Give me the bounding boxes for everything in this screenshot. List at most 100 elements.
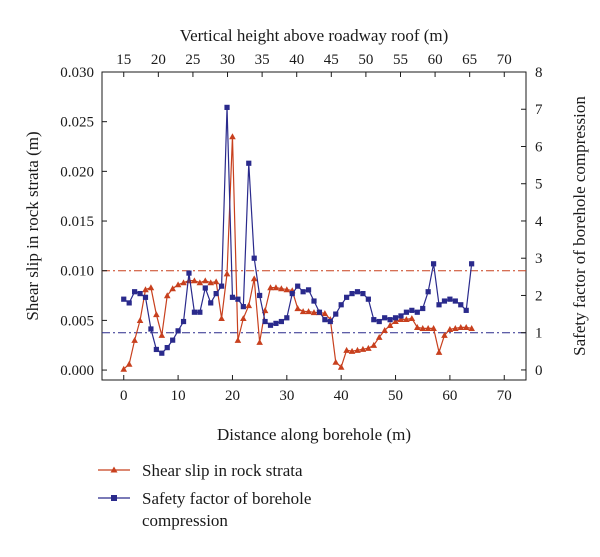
plot-frame <box>101 71 527 381</box>
series-1-point-2 <box>132 289 138 295</box>
series-0-point-39 <box>332 358 340 365</box>
series-1-point-57 <box>430 261 437 267</box>
series-1-point-38 <box>327 318 333 325</box>
series-0-point-19 <box>223 270 231 277</box>
series-1-point-42 <box>349 290 355 297</box>
series-0-point-5 <box>147 284 155 291</box>
series-0-point-11 <box>180 279 187 286</box>
series-0-point-43 <box>354 346 361 353</box>
series-1-point-48 <box>382 315 388 321</box>
y-left-tick-label-6: 0.030 <box>60 65 94 81</box>
series-0-point-4 <box>142 286 149 293</box>
series-1-point-17 <box>213 290 219 297</box>
series-0-point-42 <box>348 347 356 354</box>
series-0-point-9 <box>169 285 176 292</box>
series-0-point-17 <box>212 278 220 285</box>
series-0-point-61 <box>452 325 459 331</box>
series-1-point-50 <box>392 315 399 321</box>
y-right-tick-label-7: 7 <box>535 102 543 118</box>
series-line-1 <box>123 107 473 354</box>
x-bottom-tick-label-2: 20 <box>225 388 240 404</box>
series-1-point-9 <box>170 337 176 343</box>
x-top-tick-label-8: 55 <box>393 52 408 68</box>
series-1-point-45 <box>365 296 371 302</box>
x-top-tick-label-10: 65 <box>462 52 477 68</box>
series-0-point-37 <box>321 310 329 317</box>
series-0-point-58 <box>435 348 443 355</box>
series-0-point-6 <box>153 311 160 318</box>
legend-label-safety-factor-line1: Safety factor of borehole <box>142 489 311 508</box>
series-1-point-25 <box>257 292 263 299</box>
series-1-point-7 <box>159 350 165 356</box>
series-0-point-21 <box>234 336 242 343</box>
series-1-point-32 <box>295 283 301 289</box>
series-0-point-41 <box>343 346 350 353</box>
series-1-point-10 <box>175 328 181 334</box>
series-0-point-33 <box>299 308 307 315</box>
series-1-point-27 <box>267 322 274 328</box>
series-0-point-59 <box>441 331 448 338</box>
series-0-point-15 <box>201 277 209 284</box>
series-0-point-22 <box>240 315 247 322</box>
legend-item-safety-factor: Safety factor of borehole compression <box>98 489 311 530</box>
series-1-point-26 <box>262 318 268 325</box>
x-top-tick-label-0: 15 <box>116 52 131 68</box>
series-1-point-47 <box>376 318 382 325</box>
series-1-point-46 <box>371 317 377 323</box>
series-0-point-13 <box>191 277 198 284</box>
series-0-point-48 <box>381 327 388 333</box>
series-0-point-20 <box>229 133 236 140</box>
y-right-tick-label-1: 1 <box>535 326 543 342</box>
y-right-tick-label-6: 6 <box>535 139 543 155</box>
series-1-point-37 <box>322 317 328 323</box>
series-0-point-52 <box>403 316 410 323</box>
series-0-point-46 <box>370 341 378 348</box>
series-0-point-51 <box>397 316 405 323</box>
x-top-tick-label-9: 60 <box>428 52 443 68</box>
series-1-point-1 <box>126 300 132 306</box>
series-0-point-34 <box>305 308 312 315</box>
x-bottom-tick-label-7: 70 <box>497 388 512 404</box>
series-0-point-30 <box>283 286 291 293</box>
y-left-tick-label-4: 0.020 <box>60 164 94 180</box>
series-1-point-21 <box>235 296 241 302</box>
series-0-point-1 <box>125 360 133 367</box>
series-1-point-0 <box>121 296 127 302</box>
x-top-tick-label-3: 30 <box>220 52 235 68</box>
x-bottom-tick-label-6: 60 <box>442 388 457 404</box>
series-0-point-32 <box>294 305 301 312</box>
y-left-tick-label-3: 0.015 <box>60 214 94 230</box>
series-0-point-40 <box>337 363 345 370</box>
legend-item-shear-slip: Shear slip in rock strata <box>98 461 303 480</box>
series-0-point-57 <box>430 325 437 331</box>
series-layer <box>120 104 475 372</box>
series-1-point-52 <box>403 309 410 315</box>
series-1-point-49 <box>387 317 393 323</box>
series-1-point-59 <box>441 298 448 304</box>
series-1-point-33 <box>300 289 306 295</box>
y-right-tick-label-5: 5 <box>535 177 543 193</box>
series-0-point-54 <box>413 324 421 330</box>
x-top-tick-label-6: 45 <box>324 52 339 68</box>
x-bottom-tick-label-0: 0 <box>120 388 128 404</box>
series-1-point-58 <box>436 302 442 308</box>
series-1-point-14 <box>197 309 203 315</box>
x-top-tick-label-2: 25 <box>185 52 200 68</box>
legend-swatch-marker-safety-factor <box>111 495 117 501</box>
series-1-point-51 <box>398 313 404 319</box>
series-0-point-16 <box>207 279 215 286</box>
series-1-point-40 <box>338 302 344 308</box>
series-1-point-23 <box>246 160 252 166</box>
series-1-point-30 <box>284 315 290 321</box>
x-axis-bottom-label: Distance along borehole (m) <box>217 425 411 444</box>
series-1-point-54 <box>414 309 420 315</box>
x-top-tick-label-4: 35 <box>255 52 270 68</box>
series-1-point-55 <box>420 305 426 312</box>
x-axis-top-label: Vertical height above roadway roof (m) <box>180 26 449 45</box>
series-1-point-56 <box>425 289 431 295</box>
series-1-point-11 <box>180 318 187 325</box>
series-1-point-8 <box>164 344 170 351</box>
